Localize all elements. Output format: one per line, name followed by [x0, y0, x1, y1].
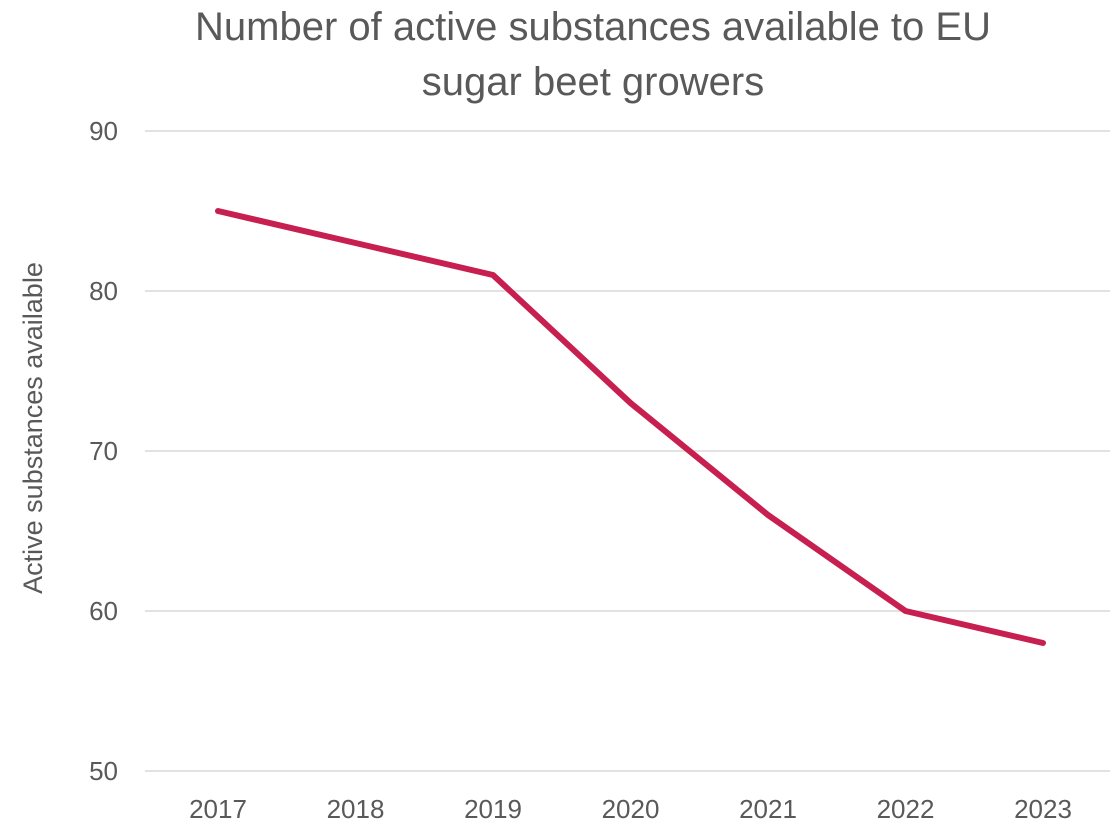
x-tick-label: 2019 — [464, 794, 522, 824]
y-tick-label: 80 — [89, 276, 118, 306]
y-tick-label: 60 — [89, 596, 118, 626]
y-tick-labels: 50 60 70 80 90 — [89, 116, 118, 786]
x-tick-label: 2017 — [189, 794, 247, 824]
series-line — [215, 208, 1046, 646]
series-layer — [215, 208, 1046, 646]
y-tick-label: 90 — [89, 116, 118, 146]
gridlines — [145, 130, 1110, 772]
y-tick-label: 50 — [89, 756, 118, 786]
x-tick-label: 2020 — [602, 794, 660, 824]
x-tick-label: 2023 — [1014, 794, 1072, 824]
x-tick-labels: 2017 2018 2019 2020 2021 2022 2023 — [189, 794, 1072, 824]
y-axis-label: Active substances available — [18, 262, 48, 594]
x-tick-label: 2021 — [739, 794, 797, 824]
y-tick-label: 70 — [89, 436, 118, 466]
chart-title-line-1: Number of active substances available to… — [195, 5, 991, 49]
x-tick-label: 2018 — [327, 794, 385, 824]
x-tick-label: 2022 — [877, 794, 935, 824]
chart-title-line-2: sugar beet growers — [422, 60, 764, 104]
